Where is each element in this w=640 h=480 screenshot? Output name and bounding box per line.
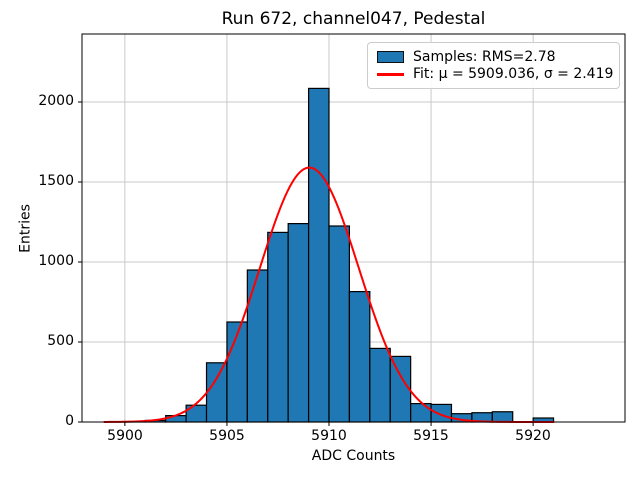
histogram-bar [287, 223, 310, 423]
histogram-bar [205, 362, 228, 423]
x-tick-label: 5915 [413, 428, 449, 444]
legend-entry-fit: Fit: μ = 5909.036, σ = 2.419 [377, 66, 614, 84]
axes-frame [81, 33, 626, 423]
x-tick-label: 5905 [209, 428, 245, 444]
y-tick-label: 1000 [38, 253, 74, 269]
x-tick-label: 5920 [515, 428, 551, 444]
histogram-bar [348, 291, 371, 423]
x-axis-label: ADC Counts [311, 448, 396, 464]
x-tick-label: 5910 [311, 428, 347, 444]
histogram-bar [267, 231, 289, 423]
histogram-bar [491, 411, 514, 423]
histogram-bar [328, 225, 351, 423]
y-tick-label: 2000 [38, 93, 74, 109]
y-tick-label: 0 [65, 413, 74, 429]
y-tick-label: 1500 [38, 173, 74, 189]
fit-line-swatch-icon [377, 73, 404, 76]
histogram-bar [430, 403, 453, 423]
x-tick-label: 5900 [107, 428, 143, 444]
histogram-bar [410, 403, 432, 423]
y-tick-label: 500 [47, 333, 74, 349]
legend-fit-label: Fit: μ = 5909.036, σ = 2.419 [413, 66, 614, 83]
histogram-bar [389, 355, 412, 423]
histogram-swatch-icon [377, 50, 404, 63]
histogram-bar [307, 87, 330, 423]
histogram-bar [246, 269, 269, 423]
chart-title: Run 672, channel047, Pedestal [221, 9, 486, 29]
histogram-bar [369, 347, 391, 423]
legend-entry-samples: Samples: RMS=2.78 [377, 48, 610, 66]
legend-box: Samples: RMS=2.78 Fit: μ = 5909.036, σ =… [367, 42, 620, 89]
legend-samples-label: Samples: RMS=2.78 [413, 48, 556, 65]
gaussian-fit-curve [103, 166, 555, 423]
